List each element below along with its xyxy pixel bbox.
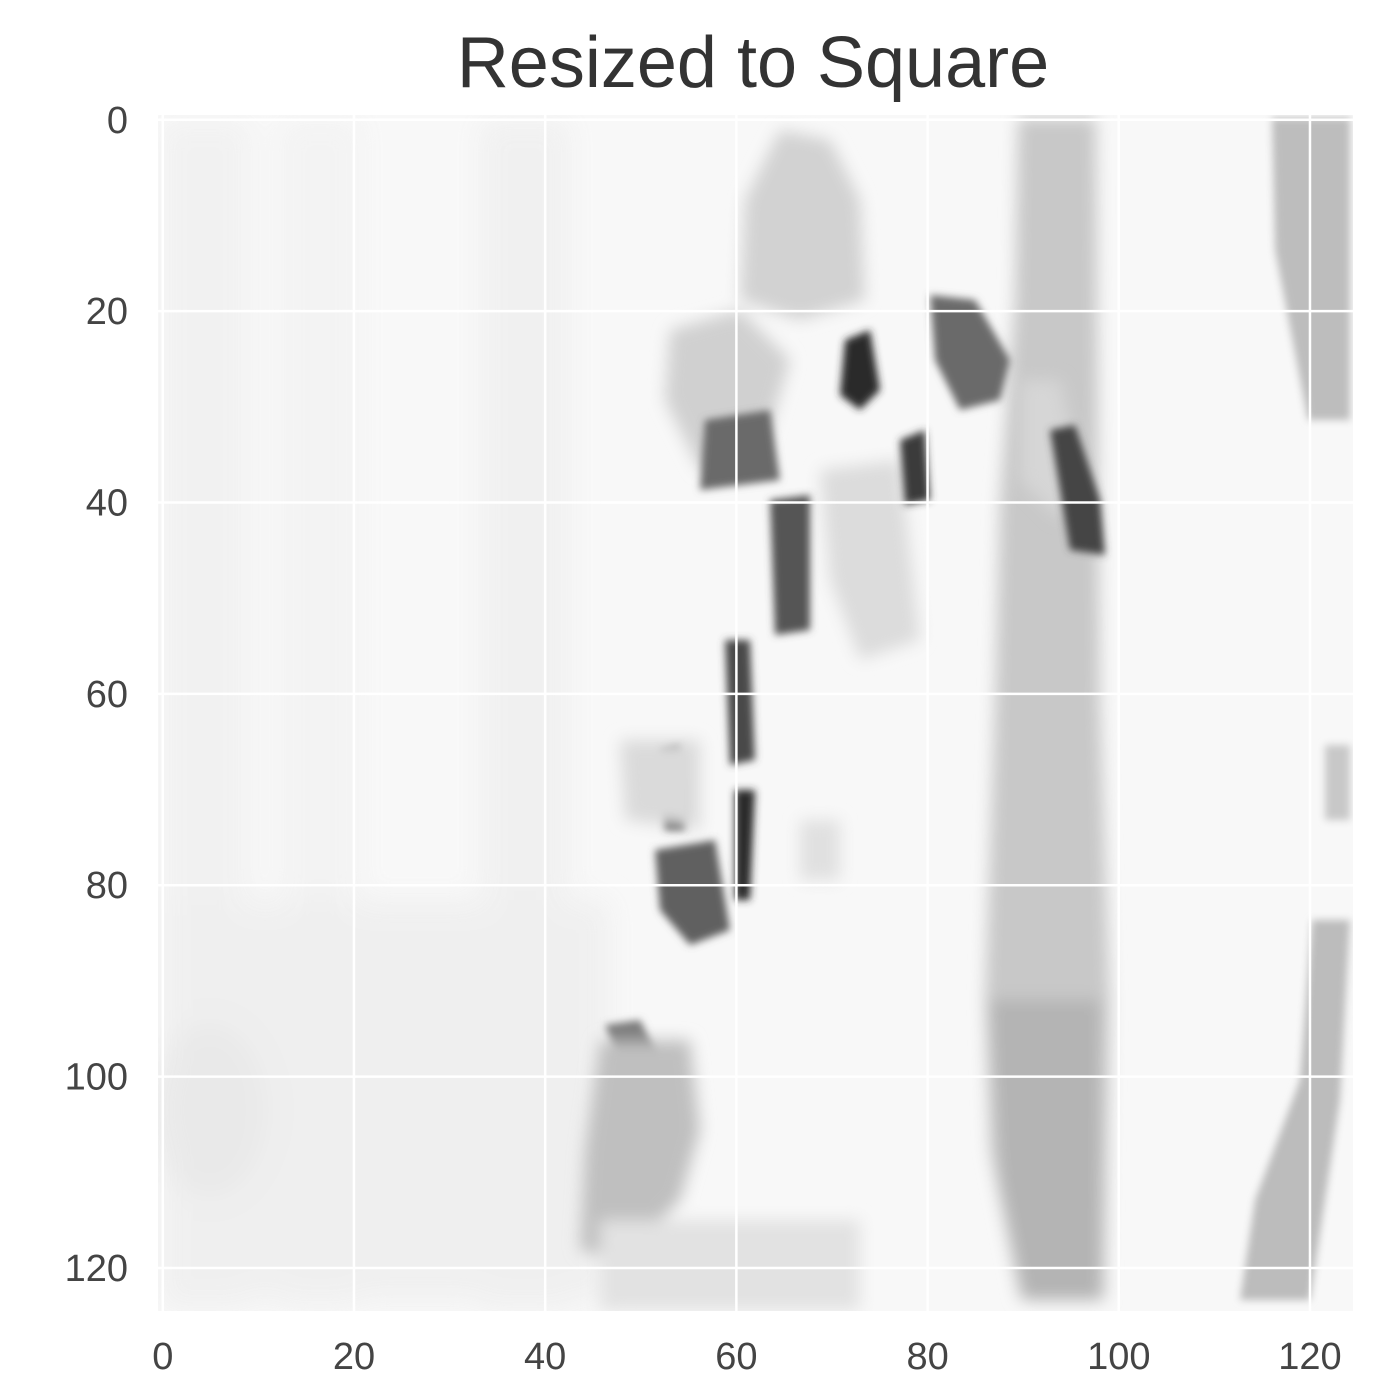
y-axis-ticks: 0 20 40 60 80 100 120 [65,100,128,1290]
x-axis-ticks: 0 20 40 60 80 100 120 [152,1336,1341,1378]
y-tick-label: 20 [86,291,128,333]
x-tick-label: 0 [152,1336,173,1378]
y-tick-label: 60 [86,674,128,716]
grid-lines [158,115,1353,1311]
x-tick-label: 80 [906,1336,948,1378]
x-tick-label: 40 [524,1336,566,1378]
x-tick-label: 60 [715,1336,757,1378]
x-tick-label: 120 [1278,1336,1341,1378]
y-tick-label: 120 [65,1248,128,1290]
y-tick-label: 100 [65,1057,128,1099]
chart-title: Resized to Square [456,23,1050,103]
y-tick-label: 80 [86,865,128,907]
x-tick-label: 20 [333,1336,375,1378]
x-tick-label: 100 [1087,1336,1150,1378]
grayscale-image [158,115,1353,1311]
y-tick-label: 0 [107,100,128,142]
y-tick-label: 40 [86,483,128,525]
